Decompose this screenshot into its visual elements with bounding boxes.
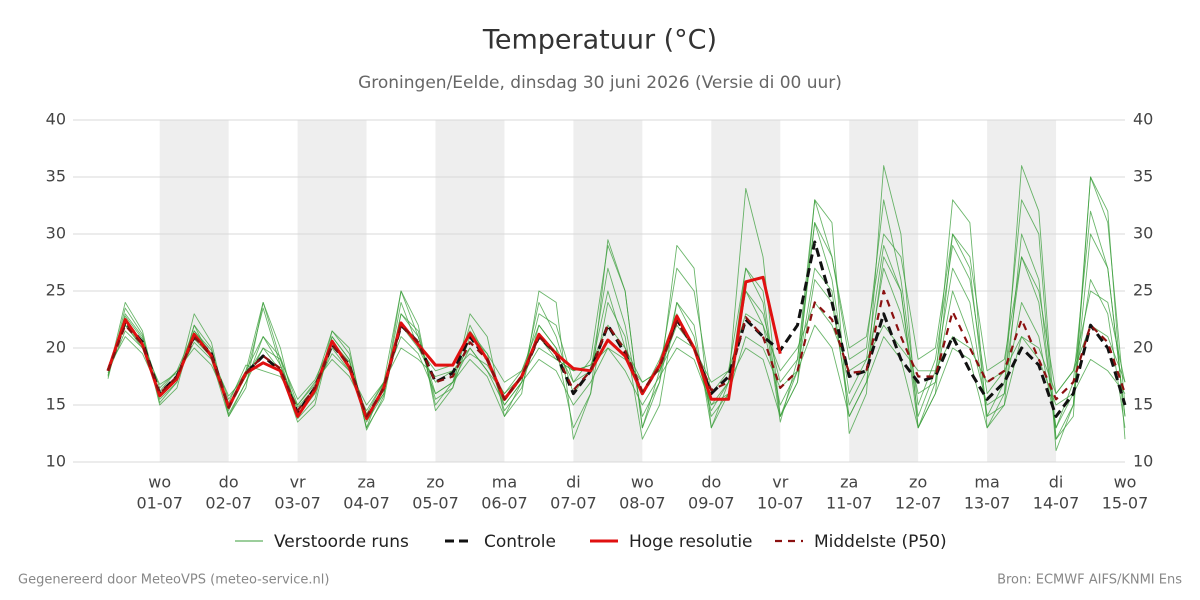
- ensemble-line: [107, 324, 1126, 429]
- ensemble-line: [107, 210, 1126, 429]
- x-weekday-label: do: [219, 473, 239, 492]
- chart-subtitle: Groningen/Eelde, dinsdag 30 juni 2026 (V…: [358, 73, 842, 93]
- chart-title: Temperatuur (°C): [482, 25, 717, 56]
- legend-label: Verstoorde runs: [274, 532, 409, 552]
- x-weekday-label: wo: [631, 473, 654, 492]
- x-weekday-label: za: [840, 473, 858, 492]
- y-tick-label: 20: [46, 338, 66, 357]
- x-date-label: 13-07: [964, 494, 1011, 513]
- y-tick-label-right: 40: [1133, 110, 1153, 129]
- x-date-label: 12-07: [895, 494, 942, 513]
- x-date-label: 05-07: [412, 494, 459, 513]
- x-weekday-label: zo: [426, 473, 444, 492]
- x-weekday-label: di: [1049, 473, 1064, 492]
- x-date-label: 01-07: [136, 494, 183, 513]
- x-weekday-label: do: [701, 473, 721, 492]
- x-date-label: 14-07: [1033, 494, 1080, 513]
- y-tick-label-right: 15: [1133, 395, 1153, 414]
- series-line: [106, 289, 1127, 418]
- ensemble-line: [107, 176, 1126, 452]
- y-tick-label: 10: [46, 452, 66, 471]
- x-date-label: 15-07: [1102, 494, 1149, 513]
- x-date-label: 09-07: [688, 494, 735, 513]
- footer-left: Gegenereerd door MeteoVPS (meteo-service…: [18, 573, 329, 588]
- x-weekday-label: za: [357, 473, 375, 492]
- x-weekday-label: di: [566, 473, 581, 492]
- ensemble-line: [107, 165, 1126, 440]
- legend-label: Controle: [484, 532, 556, 552]
- y-tick-label-right: 30: [1133, 224, 1153, 243]
- x-date-label: 10-07: [757, 494, 804, 513]
- x-weekday-label: ma: [974, 473, 999, 492]
- x-weekday-label: ma: [492, 473, 517, 492]
- ensemble-line: [107, 301, 1126, 408]
- x-date-label: 06-07: [481, 494, 528, 513]
- x-date-label: 04-07: [343, 494, 390, 513]
- footer-right: Bron: ECMWF AIFS/KNMI Ens: [997, 573, 1182, 588]
- y-tick-label: 35: [46, 167, 66, 186]
- y-tick-label: 40: [46, 110, 66, 129]
- x-date-label: 08-07: [619, 494, 666, 513]
- y-tick-label-right: 20: [1133, 338, 1153, 357]
- ensemble-line: [107, 222, 1126, 415]
- y-tick-label: 25: [46, 281, 66, 300]
- x-weekday-label: zo: [909, 473, 927, 492]
- y-tick-label: 15: [46, 395, 66, 414]
- x-date-label: 11-07: [826, 494, 873, 513]
- y-tick-label-right: 25: [1133, 281, 1153, 300]
- x-weekday-label: wo: [148, 473, 171, 492]
- x-weekday-label: wo: [1114, 473, 1137, 492]
- x-weekday-label: vr: [772, 473, 788, 492]
- y-tick-label-right: 10: [1133, 452, 1153, 471]
- series-line: [106, 240, 1127, 421]
- legend-label: Hoge resolutie: [629, 532, 753, 552]
- x-weekday-label: vr: [290, 473, 306, 492]
- x-date-label: 07-07: [550, 494, 597, 513]
- y-tick-label: 30: [46, 224, 66, 243]
- x-date-label: 03-07: [274, 494, 321, 513]
- x-date-label: 02-07: [205, 494, 252, 513]
- legend-label: Middelste (P50): [814, 532, 947, 552]
- y-tick-label-right: 35: [1133, 167, 1153, 186]
